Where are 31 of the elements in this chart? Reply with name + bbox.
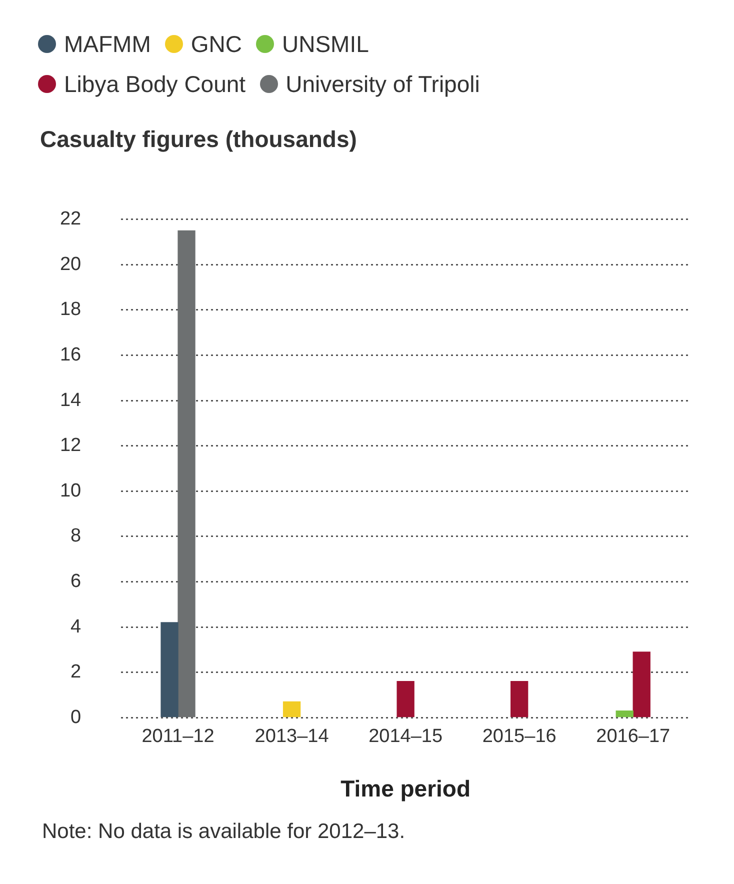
- y-tick-label: 2: [70, 662, 82, 683]
- bar: [160, 622, 178, 718]
- y-tick-label: 18: [60, 299, 82, 320]
- x-tick-label: 2014–15: [368, 726, 443, 748]
- legend-label: Libya Body Count: [63, 70, 246, 99]
- bar: [632, 652, 650, 718]
- bar: [616, 710, 634, 718]
- y-tick-label: 22: [60, 208, 82, 230]
- text: Note: No data is available for 2012–13.: [42, 820, 406, 844]
- y-tick-label: 8: [70, 526, 82, 547]
- bar: [282, 701, 301, 718]
- x-tick-label: 2013–14: [254, 726, 330, 748]
- x-tick-label: 2011–12: [142, 726, 214, 748]
- bar: [178, 230, 196, 718]
- x-tick-label: 2016–17: [596, 726, 670, 748]
- legend-label: UNSMIL: [281, 30, 369, 59]
- y-tick-label: 6: [70, 570, 82, 592]
- y-tick-label: 14: [60, 390, 82, 411]
- y-tick-label: 4: [70, 616, 82, 638]
- y-tick-label: 16: [60, 344, 82, 366]
- legend-label: GNC: [190, 30, 242, 59]
- legend-label: MAFMM: [63, 30, 151, 59]
- y-axis-title: Casualty figures (thousands): [40, 126, 357, 153]
- x-tick-label: 2015–16: [482, 726, 556, 748]
- y-tick-label: 10: [60, 480, 82, 502]
- legend-label: University of Tripoli: [284, 70, 480, 99]
- bar: [396, 681, 414, 718]
- x-axis-title: Time period: [340, 776, 471, 802]
- y-tick-label: 20: [60, 254, 82, 275]
- y-tick-label: 12: [60, 435, 82, 456]
- y-tick-label: 0: [70, 706, 82, 728]
